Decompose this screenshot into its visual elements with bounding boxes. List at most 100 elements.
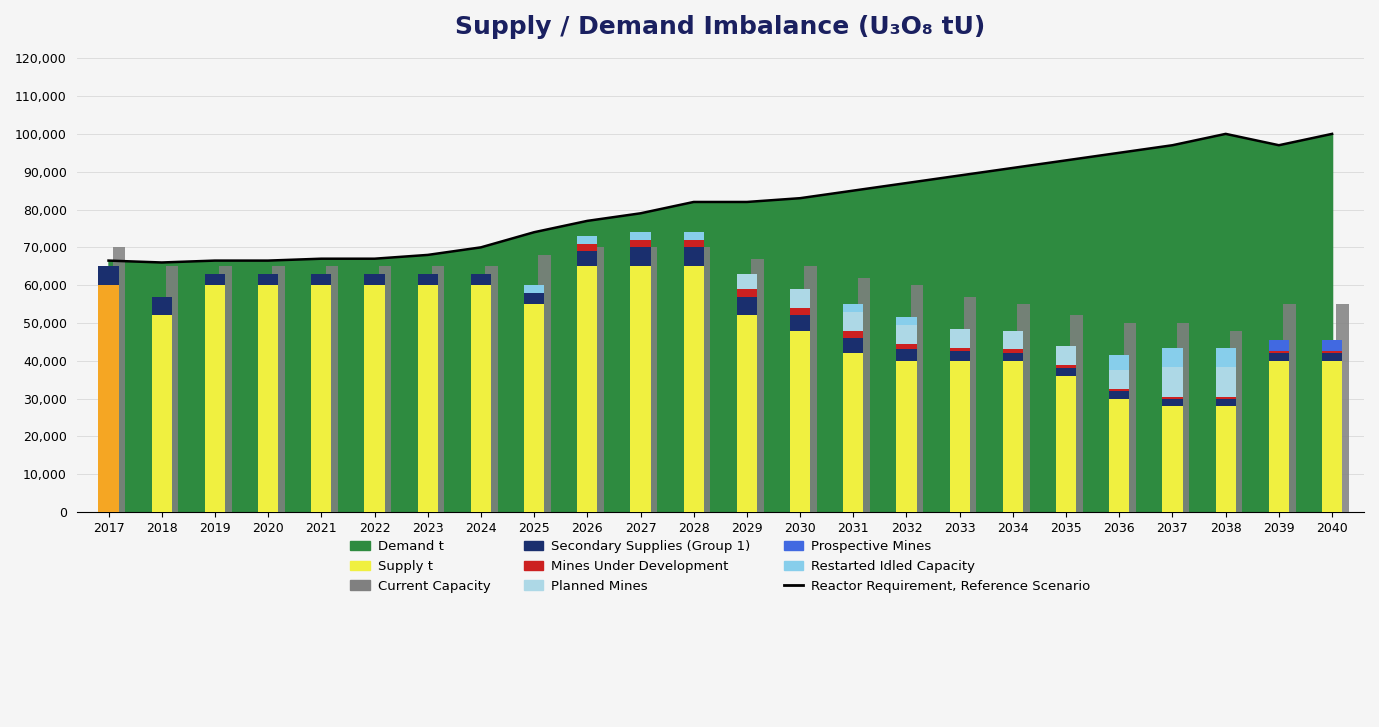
- Bar: [1322, 351, 1342, 353]
- Bar: [524, 285, 545, 293]
- Bar: [273, 266, 285, 512]
- Bar: [578, 251, 597, 266]
- Bar: [98, 266, 119, 285]
- Reactor Requirement, Reference Scenario: [1005, 164, 1022, 172]
- Bar: [165, 266, 178, 512]
- Reactor Requirement, Reference Scenario: [473, 243, 490, 252]
- Bar: [578, 266, 597, 512]
- Reactor Requirement, Reference Scenario: [313, 254, 330, 263]
- Bar: [964, 297, 976, 512]
- Bar: [950, 351, 969, 361]
- Bar: [1230, 331, 1242, 512]
- Bar: [804, 266, 816, 512]
- Bar: [1162, 397, 1183, 398]
- Bar: [1162, 406, 1183, 512]
- Bar: [1056, 376, 1076, 512]
- Bar: [736, 297, 757, 316]
- Bar: [1003, 361, 1023, 512]
- Bar: [843, 312, 863, 331]
- Reactor Requirement, Reference Scenario: [952, 171, 968, 180]
- Bar: [258, 285, 279, 512]
- Bar: [1215, 348, 1236, 366]
- Bar: [1336, 304, 1349, 512]
- Reactor Requirement, Reference Scenario: [101, 256, 117, 265]
- Bar: [219, 266, 232, 512]
- Bar: [1109, 370, 1129, 389]
- Bar: [736, 274, 757, 289]
- Bar: [1003, 353, 1023, 361]
- Bar: [1215, 397, 1236, 398]
- Bar: [98, 285, 119, 512]
- Bar: [684, 247, 703, 266]
- Bar: [1162, 398, 1183, 406]
- Bar: [1269, 361, 1289, 512]
- Bar: [152, 297, 172, 316]
- Bar: [538, 255, 550, 512]
- Bar: [736, 316, 757, 512]
- Bar: [205, 274, 225, 285]
- Bar: [950, 348, 969, 351]
- Bar: [485, 266, 498, 512]
- Bar: [1322, 353, 1342, 361]
- Bar: [790, 308, 811, 316]
- Bar: [1109, 389, 1129, 391]
- Bar: [578, 236, 597, 244]
- Bar: [950, 329, 969, 348]
- Reactor Requirement, Reference Scenario: [685, 198, 702, 206]
- Bar: [684, 266, 703, 512]
- Bar: [152, 316, 172, 512]
- Reactor Requirement, Reference Scenario: [792, 194, 808, 203]
- Bar: [418, 285, 437, 512]
- Bar: [1162, 366, 1183, 397]
- Bar: [950, 361, 969, 512]
- Reactor Requirement, Reference Scenario: [1324, 129, 1340, 138]
- Bar: [912, 285, 923, 512]
- Bar: [578, 244, 597, 251]
- Bar: [858, 278, 870, 512]
- Reactor Requirement, Reference Scenario: [153, 258, 170, 267]
- Reactor Requirement, Reference Scenario: [525, 228, 542, 236]
- Bar: [790, 331, 811, 512]
- Bar: [592, 247, 604, 512]
- Bar: [1322, 361, 1342, 512]
- Bar: [896, 350, 917, 361]
- Bar: [205, 285, 225, 512]
- Bar: [752, 259, 764, 512]
- Line: Reactor Requirement, Reference Scenario: Reactor Requirement, Reference Scenario: [109, 134, 1332, 262]
- Bar: [325, 266, 338, 512]
- Bar: [1109, 356, 1129, 370]
- Bar: [524, 293, 545, 304]
- Bar: [896, 361, 917, 512]
- Bar: [843, 353, 863, 512]
- Bar: [1070, 316, 1083, 512]
- Reactor Requirement, Reference Scenario: [259, 256, 276, 265]
- Bar: [1322, 340, 1342, 351]
- Reactor Requirement, Reference Scenario: [845, 186, 862, 195]
- Bar: [1109, 398, 1129, 512]
- Bar: [896, 325, 917, 344]
- Bar: [843, 338, 863, 353]
- Title: Supply / Demand Imbalance (U₃O₈ tU): Supply / Demand Imbalance (U₃O₈ tU): [455, 15, 986, 39]
- Reactor Requirement, Reference Scenario: [1058, 156, 1074, 165]
- Bar: [470, 285, 491, 512]
- Bar: [113, 247, 125, 512]
- Bar: [684, 232, 703, 240]
- Bar: [1056, 346, 1076, 365]
- Bar: [364, 285, 385, 512]
- Bar: [896, 344, 917, 350]
- Bar: [379, 266, 392, 512]
- Legend: Demand t, Supply t, Current Capacity, Secondary Supplies (Group 1), Mines Under : Demand t, Supply t, Current Capacity, Se…: [345, 535, 1096, 598]
- Bar: [790, 316, 811, 331]
- Bar: [630, 247, 651, 266]
- Bar: [312, 274, 331, 285]
- Bar: [1269, 351, 1289, 353]
- Reactor Requirement, Reference Scenario: [1270, 141, 1287, 150]
- Bar: [1215, 398, 1236, 406]
- Bar: [1056, 365, 1076, 369]
- Reactor Requirement, Reference Scenario: [898, 179, 914, 188]
- Bar: [418, 274, 437, 285]
- Bar: [1176, 323, 1189, 512]
- Bar: [736, 289, 757, 297]
- Bar: [843, 331, 863, 338]
- Reactor Requirement, Reference Scenario: [1164, 141, 1180, 150]
